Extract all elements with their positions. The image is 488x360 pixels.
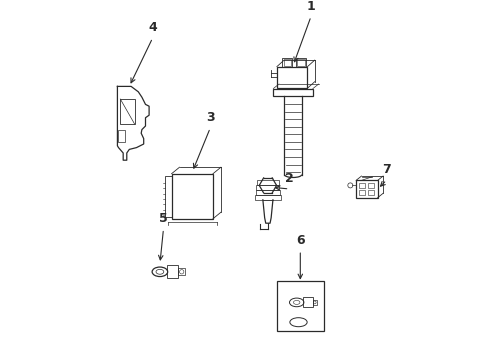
Bar [367, 183, 373, 188]
Bar [166, 265, 178, 278]
Text: 6: 6 [295, 234, 304, 247]
Bar [283, 59, 290, 66]
Bar [282, 58, 292, 67]
Bar [171, 174, 213, 219]
Text: 3: 3 [205, 111, 214, 124]
Bar [254, 195, 280, 200]
Text: 4: 4 [148, 21, 157, 34]
Bar [165, 175, 171, 217]
Bar [276, 281, 323, 331]
Bar [118, 130, 125, 142]
Bar [273, 89, 312, 96]
Bar [295, 58, 305, 67]
Bar [355, 180, 377, 198]
Bar [358, 183, 364, 188]
Bar [367, 190, 373, 195]
Bar [358, 190, 364, 195]
Text: 2: 2 [285, 172, 293, 185]
Bar [257, 180, 278, 185]
Bar [256, 185, 279, 190]
Bar [303, 297, 312, 307]
Bar [178, 268, 184, 275]
Text: 5: 5 [159, 212, 167, 225]
Bar [255, 190, 280, 195]
Bar [120, 99, 134, 124]
Bar [312, 300, 316, 305]
Bar [276, 67, 307, 88]
Text: 7: 7 [382, 163, 390, 176]
Text: 1: 1 [306, 0, 315, 13]
Bar [297, 59, 304, 66]
